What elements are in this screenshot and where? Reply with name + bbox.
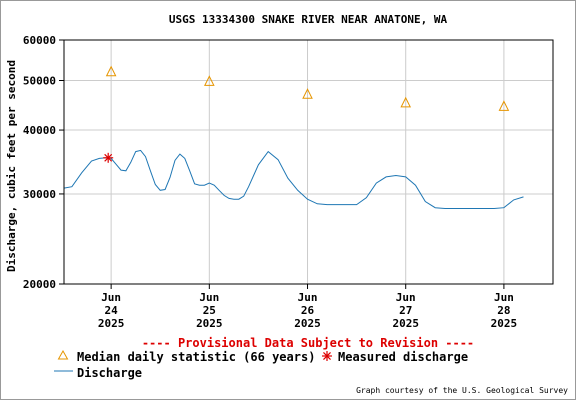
chart-title: USGS 13334300 SNAKE RIVER NEAR ANATONE, … xyxy=(169,13,448,26)
plot-area xyxy=(64,40,553,284)
discharge-series-line xyxy=(63,149,524,209)
median-point xyxy=(105,65,117,77)
legend-discharge-label: Discharge xyxy=(77,366,142,380)
median-point xyxy=(204,75,215,86)
legend-median-label: Median daily statistic (66 years) xyxy=(77,350,315,364)
x-tick-label-month: Jun xyxy=(101,291,121,304)
median-markers xyxy=(105,65,510,111)
star-stroke xyxy=(323,352,331,360)
legend-measured-label: Measured discharge xyxy=(338,350,468,364)
provisional-note: ---- Provisional Data Subject to Revisio… xyxy=(142,336,474,350)
y-axis-ticks: 20000 30000 40000 50000 60000 xyxy=(23,34,64,291)
x-tick-label-year: 2025 xyxy=(294,317,321,330)
y-tick-label: 60000 xyxy=(23,34,56,47)
x-tick-label-day: 27 xyxy=(399,304,412,317)
legend-measured-symbol xyxy=(322,351,332,361)
credit-text: Graph courtesy of the U.S. Geological Su… xyxy=(356,386,568,395)
legend-median-symbol xyxy=(57,349,69,360)
x-tick-label-day: 24 xyxy=(105,304,119,317)
x-tick-label-year: 2025 xyxy=(491,317,518,330)
x-tick-label-month: Jun xyxy=(298,291,318,304)
x-tick-label-day: 26 xyxy=(301,304,315,317)
x-tick-label-year: 2025 xyxy=(98,317,125,330)
median-point xyxy=(400,96,412,108)
y-tick-label: 50000 xyxy=(23,74,56,87)
x-tick-label-month: Jun xyxy=(494,291,514,304)
median-point xyxy=(498,100,510,111)
grid-lines xyxy=(64,40,553,284)
star-stroke xyxy=(104,153,113,162)
x-tick-label-day: 28 xyxy=(497,304,510,317)
x-tick-label-month: Jun xyxy=(396,291,416,304)
measured-point xyxy=(103,152,114,163)
measured-markers xyxy=(103,152,114,163)
y-tick-label: 30000 xyxy=(23,188,56,201)
x-tick-label-year: 2025 xyxy=(392,317,419,330)
x-tick-label-day: 25 xyxy=(203,304,216,317)
y-tick-label: 20000 xyxy=(23,278,56,291)
x-tick-label-month: Jun xyxy=(199,291,219,304)
y-tick-label: 40000 xyxy=(23,124,56,137)
y-axis-label: Discharge, cubic feet per second xyxy=(5,60,18,272)
plot-border xyxy=(63,39,554,285)
x-tick-label-year: 2025 xyxy=(196,317,223,330)
median-point xyxy=(302,88,313,99)
legend: Median daily statistic (66 years) Measur… xyxy=(54,349,468,380)
x-axis-ticks: Jun242025Jun252025Jun262025Jun272025Jun2… xyxy=(98,284,517,330)
